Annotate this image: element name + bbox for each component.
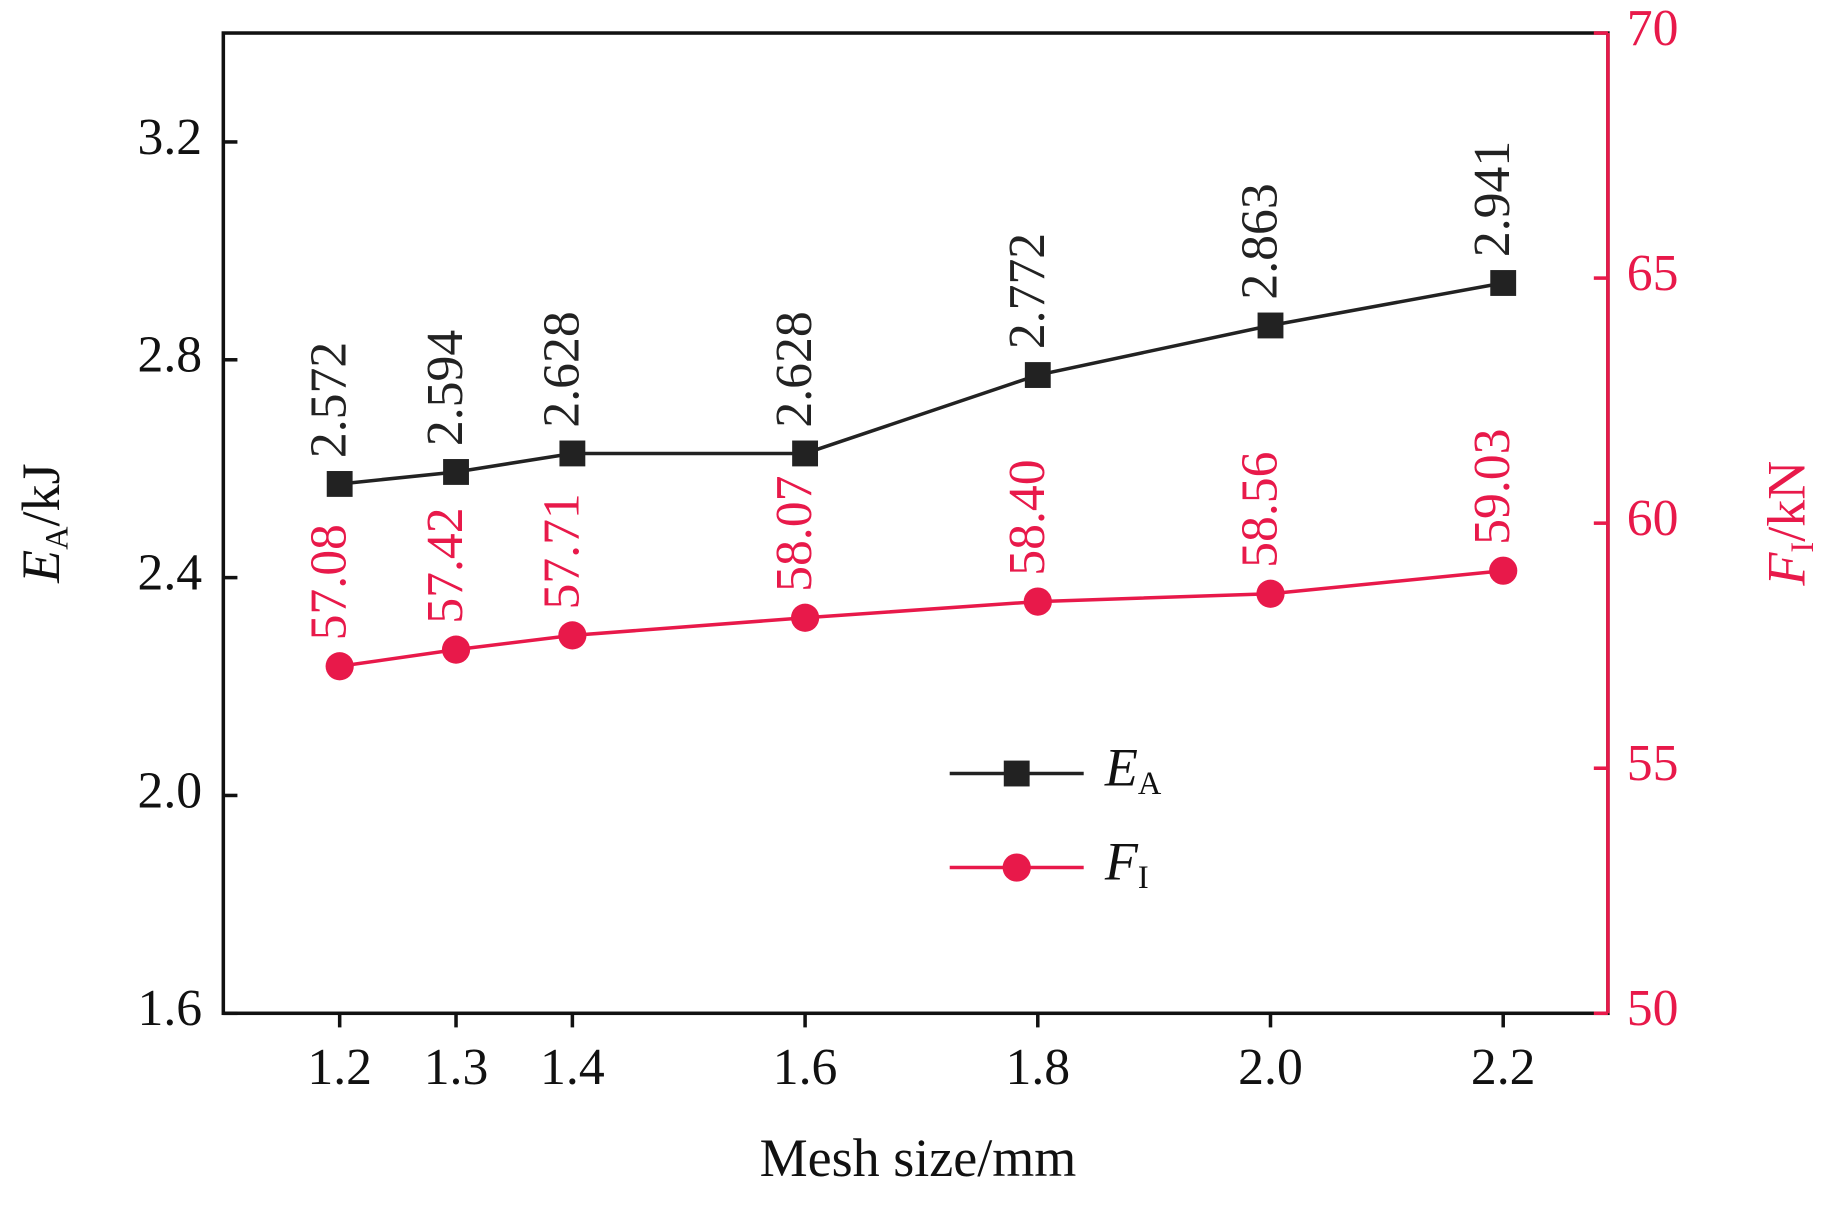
y-tick-label: 2.4 bbox=[138, 544, 203, 601]
data-point bbox=[790, 603, 820, 632]
label-subscript: I bbox=[1785, 542, 1821, 553]
y-tick-label: 2.0 bbox=[138, 762, 203, 819]
y2-tick-label: 70 bbox=[1627, 0, 1679, 57]
legend-label: FI bbox=[1104, 832, 1149, 897]
x-tick-label: 1.8 bbox=[1005, 1039, 1070, 1096]
data-point bbox=[1023, 587, 1052, 616]
legend-label: EA bbox=[1104, 738, 1162, 803]
data-label: 2.863 bbox=[1231, 183, 1288, 299]
data-label: 59.03 bbox=[1464, 429, 1521, 545]
data-label: 2.628 bbox=[766, 311, 823, 427]
y-tick-label: 3.2 bbox=[138, 109, 203, 166]
data-label: 57.08 bbox=[301, 524, 358, 640]
y2-tick-label: 50 bbox=[1627, 980, 1679, 1037]
y-axis-label: EA/kJ bbox=[11, 463, 76, 584]
label-symbol: E bbox=[1104, 738, 1138, 798]
x-tick-label: 1.4 bbox=[540, 1039, 605, 1096]
label-unit: /kJ bbox=[11, 463, 71, 526]
y-tick-label: 1.6 bbox=[138, 980, 203, 1037]
label-subscript: A bbox=[40, 526, 76, 550]
data-label: 57.42 bbox=[417, 507, 474, 623]
x-tick-label: 1.6 bbox=[773, 1039, 838, 1096]
data-point bbox=[792, 440, 819, 467]
data-point bbox=[1024, 362, 1051, 388]
data-point bbox=[326, 471, 353, 497]
data-label: 58.56 bbox=[1231, 452, 1288, 568]
data-label: 2.941 bbox=[1464, 141, 1521, 257]
legend-marker bbox=[1002, 853, 1031, 882]
data-point bbox=[441, 635, 471, 664]
label-unit: /kN bbox=[1757, 461, 1817, 542]
legend-marker bbox=[1003, 760, 1030, 787]
data-label: 57.71 bbox=[533, 493, 590, 609]
label-subscript: I bbox=[1138, 861, 1149, 897]
y2-tick-label: 55 bbox=[1627, 735, 1679, 792]
label-symbol: F bbox=[1104, 832, 1139, 892]
data-point bbox=[1257, 312, 1284, 339]
x-tick-label: 1.2 bbox=[307, 1039, 372, 1096]
data-point bbox=[558, 621, 587, 650]
data-label: 2.594 bbox=[417, 330, 474, 446]
y2-axis-label: FI/kN bbox=[1757, 461, 1822, 587]
x-tick-label: 2.0 bbox=[1238, 1039, 1303, 1096]
data-label: 2.628 bbox=[533, 311, 590, 427]
data-point bbox=[1490, 270, 1517, 296]
series-line bbox=[339, 568, 1504, 669]
data-label: 58.40 bbox=[999, 459, 1056, 575]
x-tick-label: 1.3 bbox=[424, 1039, 489, 1096]
data-point bbox=[559, 440, 586, 467]
data-point bbox=[325, 652, 354, 681]
x-tick-label: 2.2 bbox=[1471, 1039, 1536, 1096]
data-point bbox=[1489, 556, 1518, 585]
series-line bbox=[339, 281, 1504, 486]
label-subscript: A bbox=[1138, 766, 1162, 802]
data-label: 2.572 bbox=[301, 342, 358, 458]
label-symbol: E bbox=[11, 550, 71, 584]
data-point bbox=[1256, 579, 1285, 608]
data-label: 2.772 bbox=[999, 233, 1056, 349]
y2-tick-label: 65 bbox=[1627, 245, 1679, 302]
data-label: 58.07 bbox=[766, 476, 823, 592]
data-point bbox=[443, 459, 469, 485]
y2-tick-label: 60 bbox=[1627, 490, 1679, 547]
label-symbol: F bbox=[1757, 552, 1817, 587]
x-axis-label: Mesh size/mm bbox=[760, 1128, 1077, 1188]
y-tick-label: 2.8 bbox=[138, 327, 203, 384]
